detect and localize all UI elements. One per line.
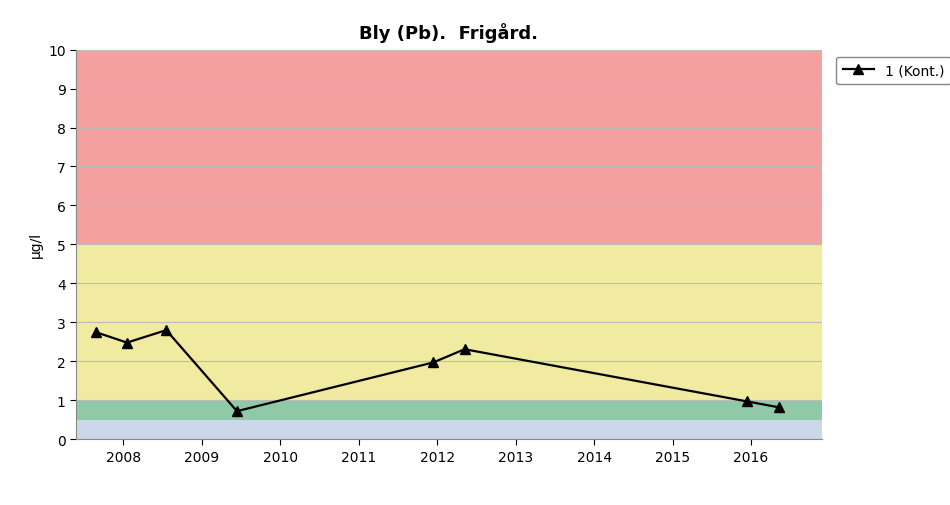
1 (Kont.) [122, 340, 133, 346]
Line: 1 (Kont.): 1 (Kont.) [91, 326, 784, 416]
Y-axis label: µg/l: µg/l [28, 232, 43, 258]
1 (Kont.) [90, 329, 102, 335]
Bar [76, 420, 822, 439]
Bar [76, 245, 822, 400]
1 (Kont.) [742, 398, 753, 405]
Title: Bly (Pb).  Frigård.: Bly (Pb). Frigård. [359, 23, 539, 43]
1 (Kont.) [773, 405, 785, 411]
1 (Kont.) [428, 360, 439, 366]
1 (Kont.) [161, 327, 172, 333]
1 (Kont.) [231, 409, 242, 415]
1 (Kont.) [459, 346, 470, 352]
Bar [76, 50, 822, 245]
Bar [76, 400, 822, 420]
Legend: 1 (Kont.): 1 (Kont.) [836, 58, 950, 85]
